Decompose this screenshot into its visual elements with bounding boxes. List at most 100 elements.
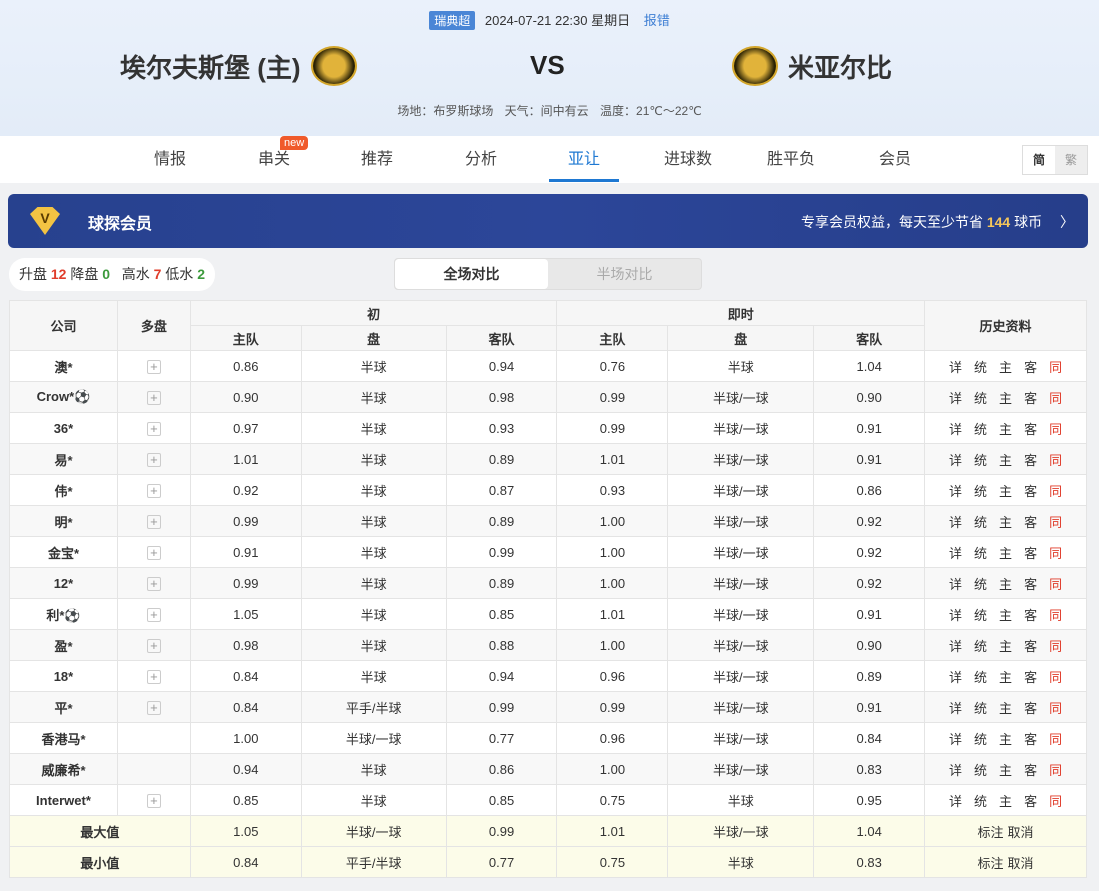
history-link[interactable]: 详 bbox=[949, 607, 963, 623]
mark-link[interactable]: 标注 bbox=[977, 855, 1004, 871]
expand-plus-icon[interactable]: + bbox=[146, 638, 161, 653]
history-link[interactable]: 详 bbox=[949, 483, 963, 499]
expand-plus-icon[interactable]: + bbox=[146, 421, 161, 436]
league-badge[interactable]: 瑞典超 bbox=[429, 11, 476, 30]
expand-plus-icon[interactable]: + bbox=[146, 514, 161, 529]
vip-promo[interactable]: 专享会员权益，每天至少节省 144 球币 〉 bbox=[801, 212, 1074, 232]
company-name[interactable]: Crow*⚽ bbox=[9, 381, 118, 413]
company-name[interactable]: 易* bbox=[9, 443, 118, 475]
history-link[interactable]: 客 bbox=[1024, 731, 1038, 747]
company-name[interactable]: 金宝* bbox=[9, 536, 118, 568]
company-name[interactable]: 伟* bbox=[9, 474, 118, 506]
history-link[interactable]: 主 bbox=[999, 638, 1013, 654]
history-link[interactable]: 统 bbox=[974, 483, 988, 499]
history-link[interactable]: 主 bbox=[999, 731, 1013, 747]
tab-3[interactable]: 分析 bbox=[446, 136, 516, 183]
tab-5[interactable]: 进球数 bbox=[653, 136, 723, 183]
history-link[interactable]: 客 bbox=[1024, 545, 1038, 561]
half-match-tab[interactable]: 半场对比 bbox=[596, 266, 653, 282]
company-name[interactable]: 利*⚽ bbox=[9, 598, 118, 630]
history-link[interactable]: 统 bbox=[974, 390, 988, 406]
history-link[interactable]: 详 bbox=[949, 545, 963, 561]
tab-7[interactable]: 会员 bbox=[860, 136, 930, 183]
tab-1[interactable]: 串关 new bbox=[239, 136, 309, 183]
history-link[interactable]: 同 bbox=[1049, 514, 1063, 530]
away-team[interactable]: 米亚尔比 bbox=[732, 46, 892, 86]
history-link[interactable]: 详 bbox=[949, 669, 963, 685]
history-link[interactable]: 同 bbox=[1049, 483, 1063, 499]
history-link[interactable]: 主 bbox=[999, 793, 1013, 809]
history-link[interactable]: 详 bbox=[949, 390, 963, 406]
history-link[interactable]: 详 bbox=[949, 762, 963, 778]
history-link[interactable]: 同 bbox=[1049, 669, 1063, 685]
history-link[interactable]: 主 bbox=[999, 359, 1013, 375]
history-link[interactable]: 详 bbox=[949, 576, 963, 592]
cancel-link[interactable]: 取消 bbox=[1007, 824, 1034, 840]
history-link[interactable]: 同 bbox=[1049, 638, 1063, 654]
expand-plus-icon[interactable]: + bbox=[146, 669, 161, 684]
company-name[interactable]: 澳* bbox=[9, 350, 118, 382]
expand-plus-icon[interactable]: + bbox=[146, 359, 161, 374]
tab-4[interactable]: 亚让 bbox=[549, 136, 619, 183]
history-link[interactable]: 主 bbox=[999, 762, 1013, 778]
expand-plus-icon[interactable]: + bbox=[146, 700, 161, 715]
history-link[interactable]: 客 bbox=[1024, 638, 1038, 654]
tab-2[interactable]: 推荐 bbox=[342, 136, 412, 183]
history-link[interactable]: 客 bbox=[1024, 514, 1038, 530]
tab-0[interactable]: 情报 bbox=[135, 136, 205, 183]
expand-plus-icon[interactable]: + bbox=[146, 483, 161, 498]
history-link[interactable]: 客 bbox=[1024, 700, 1038, 716]
history-link[interactable]: 统 bbox=[974, 793, 988, 809]
history-link[interactable]: 客 bbox=[1024, 452, 1038, 468]
history-link[interactable]: 详 bbox=[949, 700, 963, 716]
company-name[interactable]: 平* bbox=[9, 691, 118, 723]
history-link[interactable]: 客 bbox=[1024, 576, 1038, 592]
history-link[interactable]: 统 bbox=[974, 638, 988, 654]
history-link[interactable]: 客 bbox=[1024, 390, 1038, 406]
expand-plus-icon[interactable]: + bbox=[146, 390, 161, 405]
history-link[interactable]: 客 bbox=[1024, 421, 1038, 437]
company-name[interactable]: 香港马* bbox=[9, 722, 118, 754]
history-link[interactable]: 同 bbox=[1049, 700, 1063, 716]
history-link[interactable]: 主 bbox=[999, 700, 1013, 716]
history-link[interactable]: 主 bbox=[999, 452, 1013, 468]
tab-6[interactable]: 胜平负 bbox=[756, 136, 826, 183]
expand-plus-icon[interactable]: + bbox=[146, 576, 161, 591]
history-link[interactable]: 客 bbox=[1024, 793, 1038, 809]
history-link[interactable]: 统 bbox=[974, 607, 988, 623]
history-link[interactable]: 客 bbox=[1024, 359, 1038, 375]
history-link[interactable]: 同 bbox=[1049, 793, 1063, 809]
history-link[interactable]: 客 bbox=[1024, 762, 1038, 778]
report-error-link[interactable]: 报错 bbox=[643, 13, 670, 28]
history-link[interactable]: 详 bbox=[949, 514, 963, 530]
history-link[interactable]: 统 bbox=[974, 421, 988, 437]
expand-plus-icon[interactable]: + bbox=[146, 545, 161, 560]
company-name[interactable]: 威廉希* bbox=[9, 753, 118, 785]
lang-simplified[interactable]: 简 bbox=[1023, 146, 1055, 174]
history-link[interactable]: 同 bbox=[1049, 452, 1063, 468]
history-link[interactable]: 详 bbox=[949, 452, 963, 468]
cancel-link[interactable]: 取消 bbox=[1007, 855, 1034, 871]
history-link[interactable]: 统 bbox=[974, 762, 988, 778]
vip-banner[interactable]: V 球探会员 专享会员权益，每天至少节省 144 球币 〉 bbox=[8, 194, 1088, 248]
history-link[interactable]: 客 bbox=[1024, 607, 1038, 623]
company-name[interactable]: Interwet* bbox=[9, 784, 118, 816]
full-match-tab[interactable]: 全场对比 bbox=[395, 259, 548, 289]
company-name[interactable]: 18* bbox=[9, 660, 118, 692]
history-link[interactable]: 主 bbox=[999, 514, 1013, 530]
company-name[interactable]: 12* bbox=[9, 567, 118, 599]
history-link[interactable]: 主 bbox=[999, 545, 1013, 561]
history-link[interactable]: 同 bbox=[1049, 421, 1063, 437]
history-link[interactable]: 统 bbox=[974, 545, 988, 561]
history-link[interactable]: 主 bbox=[999, 576, 1013, 592]
history-link[interactable]: 同 bbox=[1049, 607, 1063, 623]
history-link[interactable]: 同 bbox=[1049, 576, 1063, 592]
home-team[interactable]: 埃尔夫斯堡 (主) bbox=[120, 46, 357, 86]
history-link[interactable]: 主 bbox=[999, 483, 1013, 499]
history-link[interactable]: 主 bbox=[999, 669, 1013, 685]
history-link[interactable]: 统 bbox=[974, 731, 988, 747]
history-link[interactable]: 同 bbox=[1049, 731, 1063, 747]
history-link[interactable]: 主 bbox=[999, 390, 1013, 406]
history-link[interactable]: 同 bbox=[1049, 762, 1063, 778]
history-link[interactable]: 详 bbox=[949, 638, 963, 654]
